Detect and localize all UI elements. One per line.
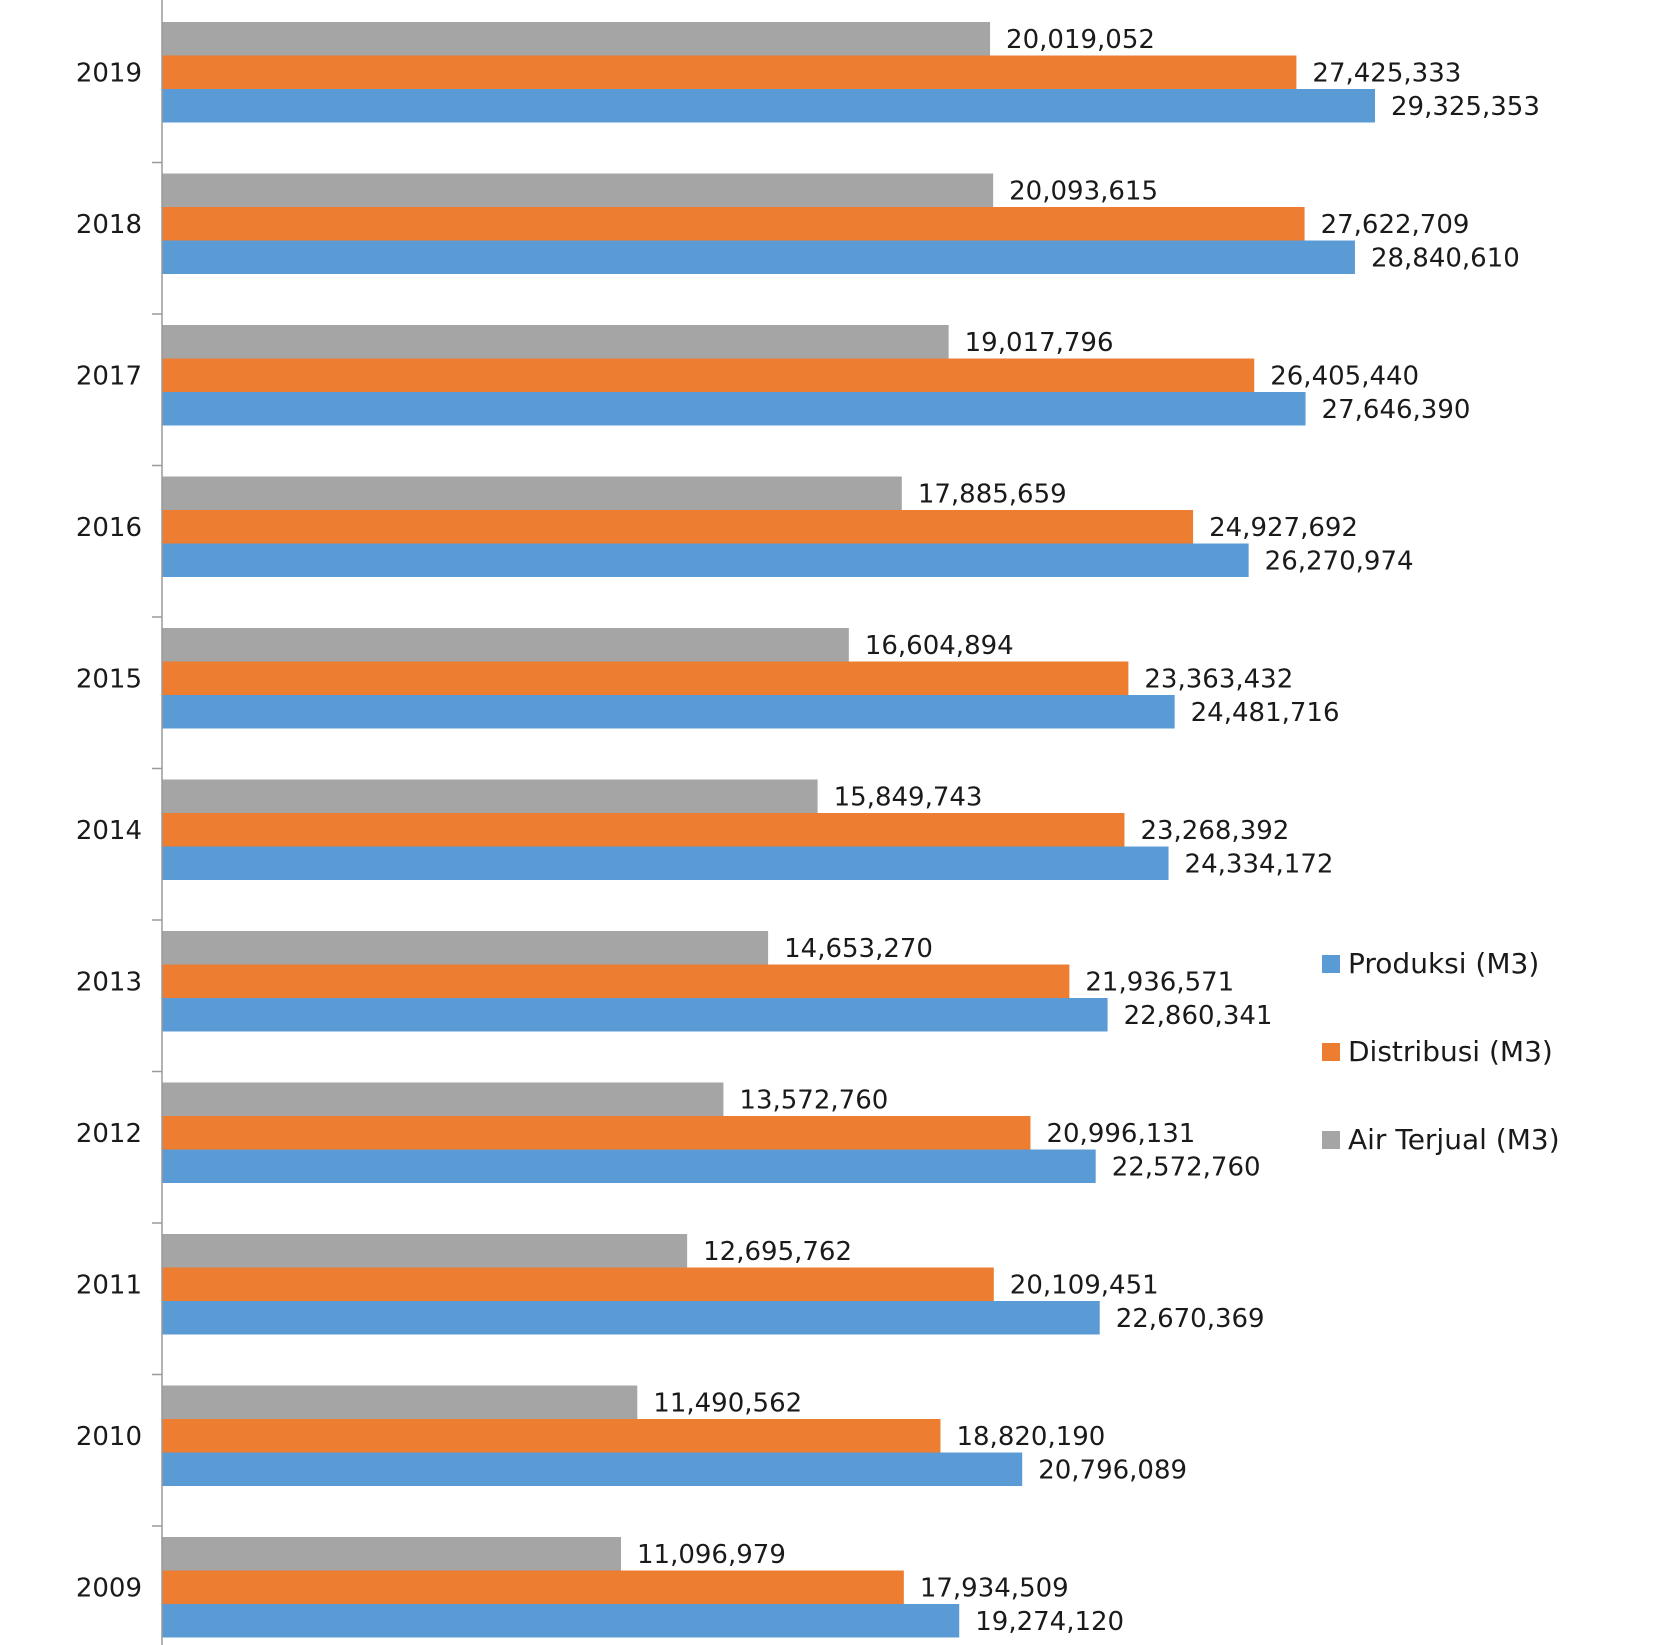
data-label: 27,646,390 bbox=[1322, 395, 1471, 425]
bar bbox=[162, 510, 1194, 544]
category-axis: 2019 2018 2017 2016 2015 2014 2013 2012 2011 2010… bbox=[76, 0, 163, 1645]
data-label: 19,017,796 bbox=[965, 328, 1114, 358]
data-label: 20,093,615 bbox=[1009, 176, 1158, 206]
bar bbox=[162, 813, 1125, 847]
bar bbox=[162, 173, 994, 207]
legend-entry: Produksi (M3) bbox=[1348, 947, 1539, 980]
data-label: 20,109,451 bbox=[1010, 1270, 1159, 1300]
data-label: 20,796,089 bbox=[1038, 1455, 1187, 1485]
bar bbox=[162, 1116, 1031, 1150]
data-label: 23,268,392 bbox=[1140, 816, 1289, 846]
bar bbox=[162, 1419, 941, 1453]
data-label: 12,695,762 bbox=[703, 1237, 852, 1267]
data-label: 26,405,440 bbox=[1270, 361, 1419, 391]
data-label: 14,653,270 bbox=[784, 934, 933, 964]
data-label: 19,274,120 bbox=[975, 1607, 1124, 1637]
data-label: 20,019,052 bbox=[1006, 25, 1155, 55]
bar bbox=[162, 1604, 960, 1638]
data-label: 24,927,692 bbox=[1209, 513, 1358, 543]
category-label: 2012 bbox=[76, 1119, 142, 1149]
legend-entry: Distribusi (M3) bbox=[1348, 1035, 1553, 1068]
bar bbox=[162, 964, 1070, 998]
data-label: 22,572,760 bbox=[1112, 1152, 1261, 1182]
data-label: 27,622,709 bbox=[1321, 210, 1470, 240]
category-label: 2017 bbox=[76, 361, 142, 391]
data-label: 24,334,172 bbox=[1185, 849, 1334, 879]
bar bbox=[162, 779, 818, 813]
data-label: 17,885,659 bbox=[918, 479, 1067, 509]
legend: Produksi (M3) Distribusi (M3) Air Terjual … bbox=[1322, 947, 1560, 1156]
bar bbox=[162, 846, 1169, 880]
data-label: 22,670,369 bbox=[1116, 1304, 1265, 1334]
bar bbox=[162, 1537, 622, 1571]
category-label: 2018 bbox=[76, 210, 142, 240]
bar bbox=[162, 998, 1108, 1032]
data-label: 27,425,333 bbox=[1312, 58, 1461, 88]
bar bbox=[162, 22, 991, 56]
data-label: 15,849,743 bbox=[834, 782, 983, 812]
data-label: 18,820,190 bbox=[956, 1422, 1105, 1452]
data-label: 20,996,131 bbox=[1046, 1119, 1195, 1149]
category-label: 2009 bbox=[76, 1573, 142, 1603]
bar bbox=[162, 207, 1305, 241]
bar bbox=[162, 628, 849, 662]
data-label: 16,604,894 bbox=[865, 631, 1014, 661]
data-label: 24,481,716 bbox=[1191, 698, 1340, 728]
category-label: 2015 bbox=[76, 664, 142, 694]
category-label: 2010 bbox=[76, 1422, 142, 1452]
bar bbox=[162, 476, 902, 510]
data-label: 13,572,760 bbox=[739, 1085, 888, 1115]
bar bbox=[162, 325, 949, 359]
legend-swatch bbox=[1322, 1131, 1340, 1149]
bar bbox=[162, 543, 1249, 577]
data-label: 21,936,571 bbox=[1085, 967, 1234, 997]
bar bbox=[162, 55, 1297, 89]
category-label: 2011 bbox=[76, 1270, 142, 1300]
data-label: 22,860,341 bbox=[1124, 1001, 1273, 1031]
bar bbox=[162, 240, 1355, 274]
category-label: 2014 bbox=[76, 816, 142, 846]
bar bbox=[162, 1570, 904, 1604]
bar bbox=[162, 931, 769, 965]
bar bbox=[162, 661, 1129, 695]
data-label: 11,490,562 bbox=[653, 1388, 802, 1418]
bar bbox=[162, 1234, 688, 1268]
data-label: 28,840,610 bbox=[1371, 243, 1520, 273]
category-label: 2013 bbox=[76, 967, 142, 997]
bar bbox=[162, 89, 1375, 123]
legend-swatch bbox=[1322, 955, 1340, 973]
bar bbox=[162, 1082, 724, 1116]
bar bbox=[162, 358, 1255, 392]
data-label: 29,325,353 bbox=[1391, 92, 1540, 122]
bar bbox=[162, 1385, 638, 1419]
legend-swatch bbox=[1322, 1043, 1340, 1061]
data-label: 23,363,432 bbox=[1144, 664, 1293, 694]
bar bbox=[162, 1452, 1023, 1486]
data-label: 11,096,979 bbox=[637, 1540, 786, 1570]
data-label: 17,934,509 bbox=[920, 1573, 1069, 1603]
legend-entry: Air Terjual (M3) bbox=[1348, 1123, 1560, 1156]
bar bbox=[162, 1149, 1096, 1183]
bar bbox=[162, 695, 1175, 729]
category-label: 2019 bbox=[76, 58, 142, 88]
bars-layer: 20,019,052 27,425,333 29,325,353 20,093,615… bbox=[162, 22, 1540, 1638]
data-label: 26,270,974 bbox=[1265, 546, 1414, 576]
bar bbox=[162, 1267, 994, 1301]
category-label: 2016 bbox=[76, 513, 142, 543]
bar bbox=[162, 392, 1306, 426]
bar bbox=[162, 1301, 1100, 1335]
